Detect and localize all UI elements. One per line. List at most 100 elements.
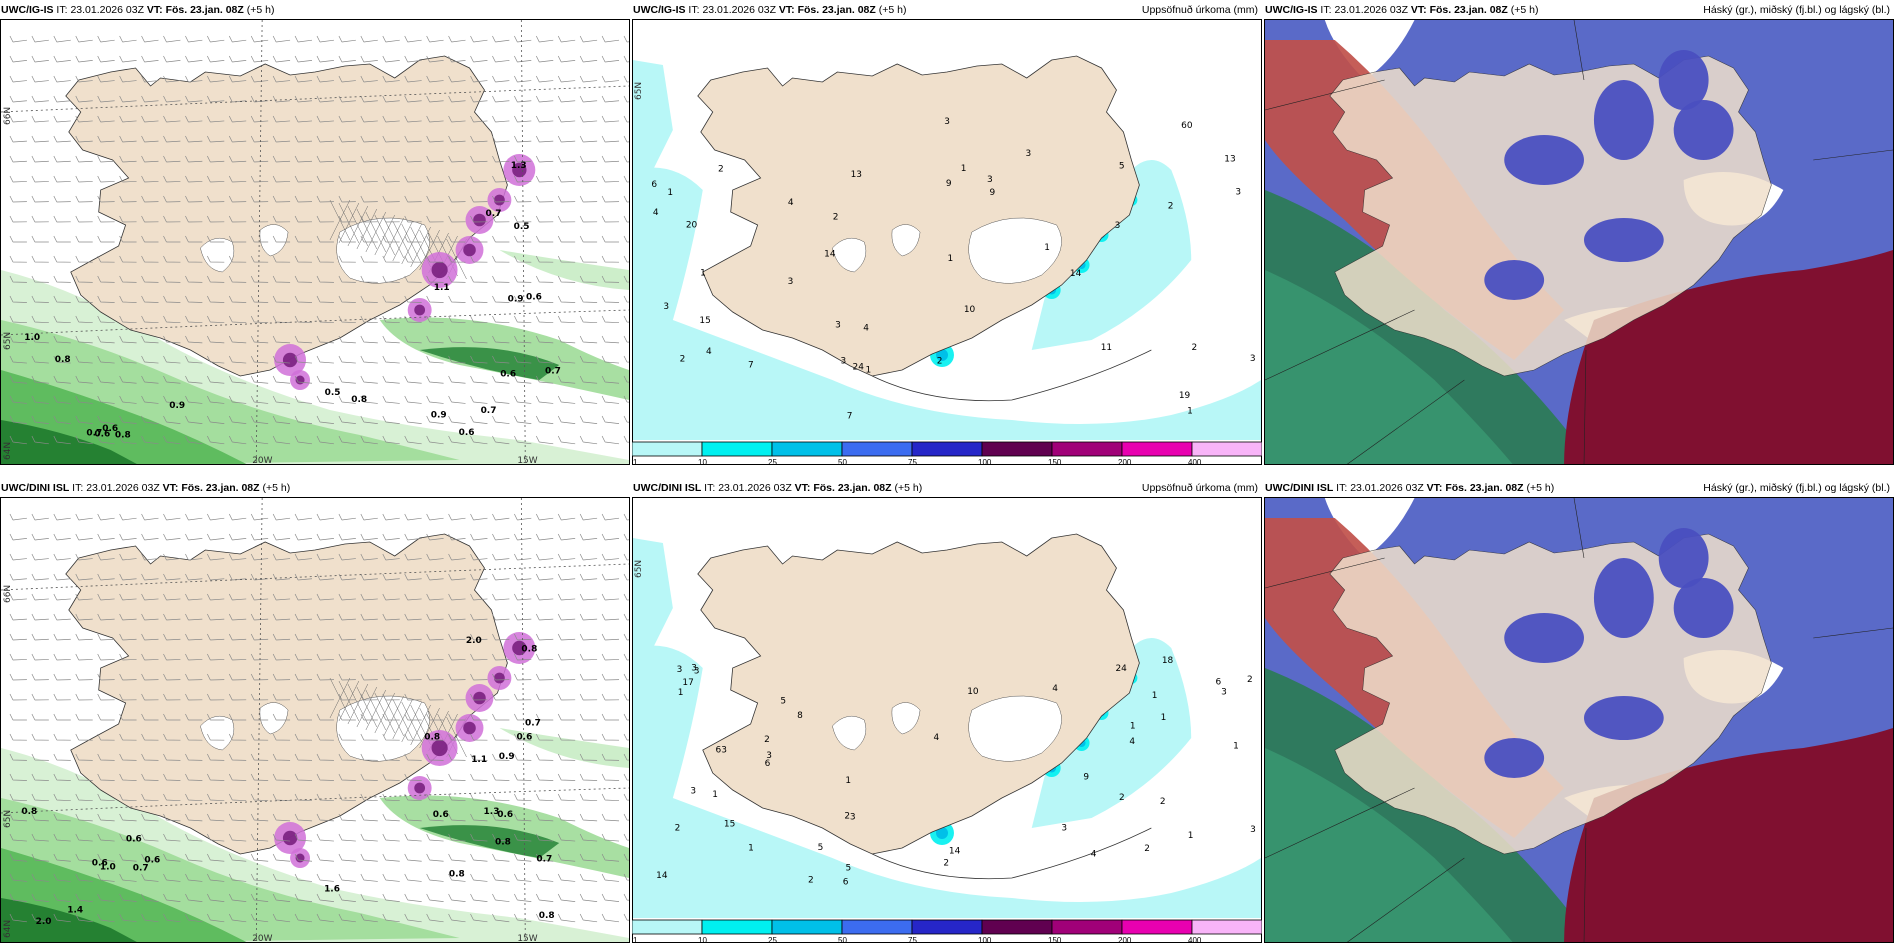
title-vt: Fös. 23.jan. 08Z (165, 4, 244, 16)
title-it-label: IT: (688, 4, 700, 16)
value-label: 2 (1247, 675, 1253, 685)
value-label: 13 (851, 170, 862, 180)
colorbar-swatch (701, 919, 773, 935)
value-label: 0.8 (539, 911, 555, 921)
map-accum: 1 1 3 2 4 3 4 3 2 3 7 2 3 1 3 3 6 19 20 60 7 9 4 5 1 3 2 1 4 13 24 11 15… (632, 19, 1262, 465)
colorbar-tick: 100 (978, 936, 992, 945)
colorbar-tick: 200 (1118, 458, 1132, 467)
value-label: 0.8 (21, 807, 37, 817)
value-label: 0.8 (115, 430, 131, 440)
value-label: 4 (653, 208, 659, 218)
value-label: 0.9 (169, 401, 185, 411)
title-vt: Fös. 23.jan. 08Z (813, 482, 892, 494)
colorbar-swatch (631, 441, 703, 457)
map-precip-rate: 0.7 0.9 0.7 1.0 0.7 1.1 0.6 0.5 0.5 0.8 0.8 0.6 0.6 0… (0, 19, 630, 465)
value-label: 0.6 (516, 732, 532, 742)
title-vt-label: VT: (162, 482, 179, 494)
value-label: 1 (700, 268, 706, 278)
title-vt: Fös. 23.jan. 08Z (1429, 4, 1508, 16)
value-label: 0.5 (325, 388, 341, 398)
title-lead: (+5 h) (894, 482, 923, 494)
value-label: 0.6 (92, 859, 108, 869)
title-lead: (+5 h) (878, 4, 907, 16)
colorbar-tick: 10 (698, 936, 707, 945)
title-vt-label: VT: (794, 482, 811, 494)
title-it: 23.01.2026 03Z (718, 482, 792, 494)
panel-cloud-dini: UWC/DINI ISL IT: 23.01.2026 03Z VT: Fös.… (1264, 478, 1894, 943)
value-label: 10 (964, 305, 976, 315)
value-label: 2 (808, 876, 814, 886)
title-lead: (+5 h) (246, 4, 275, 16)
panel-cloud-ig: UWC/IG-IS IT: 23.01.2026 03Z VT: Fös. 23… (1264, 0, 1894, 465)
value-label: 7 (748, 360, 754, 370)
map-precip-rate: 0.6 1.6 0.6 0.8 0.7 0.7 0.6 0.6 2.0 2.0 0.8 0.9 1.4 0… (0, 497, 630, 943)
title-model: UWC/IG-IS (1265, 4, 1318, 16)
value-label: 0.7 (525, 718, 541, 728)
value-label: 1 (712, 790, 718, 800)
boundaries (1265, 498, 1893, 942)
panel-title: UWC/IG-IS IT: 23.01.2026 03Z VT: Fös. 23… (633, 4, 906, 16)
title-vt-label: VT: (146, 4, 163, 16)
colorbar-tick: 50 (838, 936, 847, 945)
colorbar-tick: 150 (1048, 458, 1062, 467)
value-label: 0.6 (497, 810, 513, 820)
value-label: 10 (967, 687, 979, 697)
colorbar-swatch (701, 441, 773, 457)
colorbar-swatch (911, 441, 983, 457)
value-label: 5 (1119, 162, 1125, 172)
colorbar-swatch (1121, 919, 1193, 935)
value-label: 2 (1160, 797, 1166, 807)
value-label: 3 (766, 751, 772, 761)
colorbar-tick: 25 (768, 936, 777, 945)
value-label: 0.8 (351, 395, 367, 405)
value-label: 4 (934, 733, 940, 743)
title-lead: (+5 h) (1526, 482, 1555, 494)
colorbar-tick: 75 (908, 458, 917, 467)
colorbar-swatch (1191, 441, 1263, 457)
value-label: 2 (680, 354, 686, 364)
panel-title: UWC/IG-IS IT: 23.01.2026 03Z VT: Fös. 23… (1, 4, 274, 16)
colorbar-tick: 10 (698, 458, 707, 467)
value-label: 2 (844, 812, 850, 822)
value-label: 14 (1070, 269, 1082, 279)
value-label: 0.6 (500, 370, 516, 380)
value-label: 15 (699, 316, 710, 326)
colorbar-swatch (841, 441, 913, 457)
value-label: 6 (1216, 677, 1222, 687)
value-label: 3 (850, 812, 856, 822)
axis-label-lat2: 65N (3, 332, 13, 350)
iceland-land (697, 533, 1140, 855)
value-label: 0.7 (486, 209, 502, 219)
title-vt: Fös. 23.jan. 08Z (797, 4, 876, 16)
panel-subtitle: Uppsöfnuð úrkoma (mm) (1141, 4, 1258, 16)
value-label: 1 (866, 365, 872, 375)
value-label: 4 (863, 323, 869, 333)
title-vt-label: VT: (1426, 482, 1443, 494)
value-label: 0.7 (545, 367, 561, 377)
value-label: 7 (847, 411, 853, 421)
value-label: 15 (724, 820, 735, 830)
title-lead: (+5 h) (1510, 4, 1539, 16)
value-label: 2 (1144, 844, 1150, 854)
value-label: 4 (706, 347, 712, 357)
colorbar-swatch (1051, 919, 1123, 935)
value-label: 3 (1250, 354, 1256, 364)
colorbar-tick: 50 (838, 458, 847, 467)
graticule (1, 498, 629, 942)
panel-subtitle: Uppsöfnuð úrkoma (mm) (1141, 482, 1258, 494)
iceland-land (697, 55, 1140, 377)
map-cloud (1264, 19, 1894, 465)
value-label: 2 (937, 356, 943, 366)
title-it: 23.01.2026 03Z (70, 4, 144, 16)
value-label: 4 (1091, 850, 1097, 860)
value-label: 5 (818, 843, 824, 853)
colorbar-swatch (841, 919, 913, 935)
colorbar: 1 10 25 50 75 100 150 200 400 (631, 919, 1263, 945)
colorbar-tick: 200 (1118, 936, 1132, 945)
value-label: 1.3 (511, 161, 527, 171)
title-it: 23.01.2026 03Z (1350, 482, 1424, 494)
colorbar-tick: 100 (978, 458, 992, 467)
title-model: UWC/IG-IS (1, 4, 54, 16)
value-label: 1.4 (67, 905, 83, 915)
value-label: 1 (678, 688, 684, 698)
